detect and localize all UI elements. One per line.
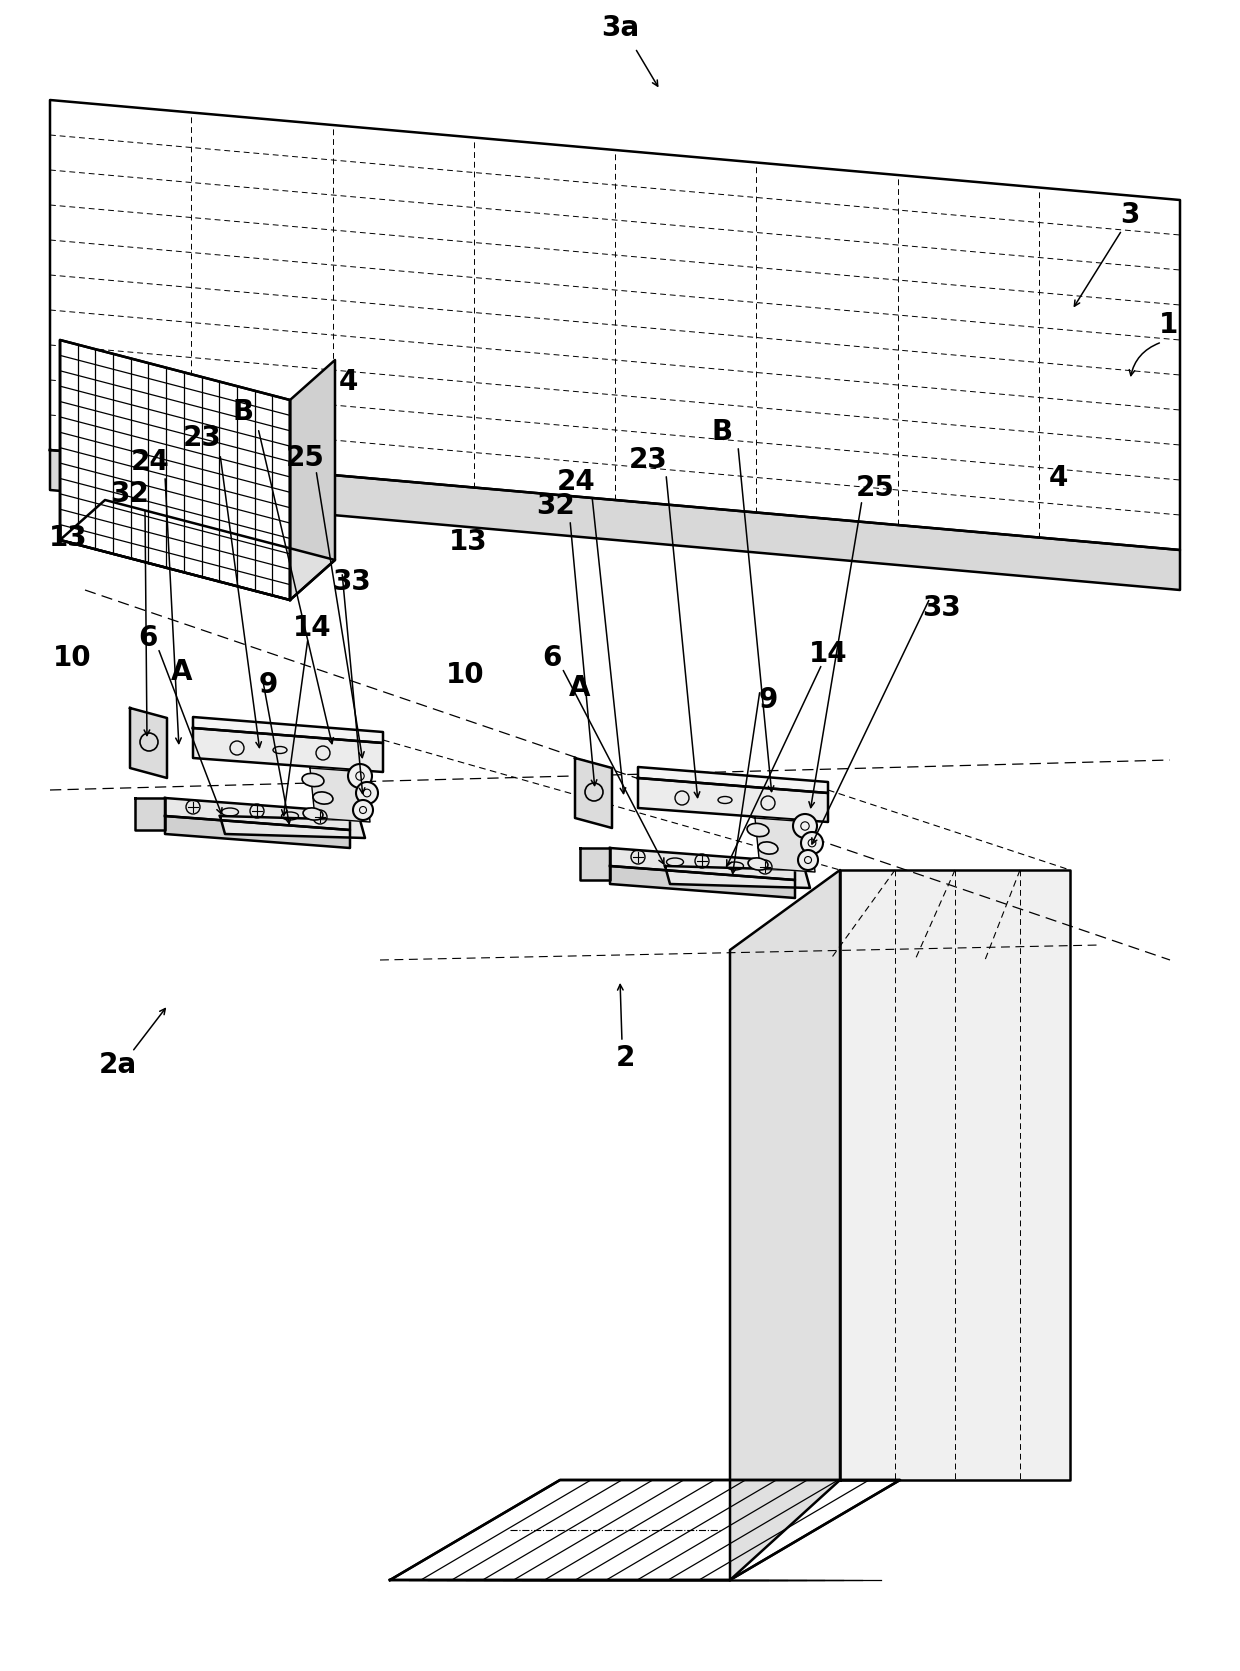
Text: 14: 14 <box>808 640 847 668</box>
Polygon shape <box>391 1481 900 1581</box>
Polygon shape <box>575 759 613 829</box>
Polygon shape <box>839 871 1070 1481</box>
Text: 33: 33 <box>923 593 961 622</box>
Text: 23: 23 <box>182 424 222 451</box>
Circle shape <box>356 782 378 804</box>
Text: 2: 2 <box>615 1044 635 1073</box>
Ellipse shape <box>748 857 768 871</box>
Polygon shape <box>135 799 165 830</box>
Polygon shape <box>219 815 365 837</box>
Text: 3a: 3a <box>601 13 639 42</box>
Ellipse shape <box>746 824 769 837</box>
Polygon shape <box>165 815 350 847</box>
Ellipse shape <box>303 807 322 820</box>
Text: 10: 10 <box>52 643 92 672</box>
Text: 32: 32 <box>537 491 575 520</box>
Polygon shape <box>665 866 810 887</box>
Text: B: B <box>712 418 733 446</box>
Polygon shape <box>193 717 383 744</box>
Circle shape <box>348 764 372 789</box>
Circle shape <box>799 851 818 871</box>
Ellipse shape <box>312 792 332 804</box>
Polygon shape <box>639 779 828 822</box>
Polygon shape <box>730 871 839 1581</box>
Text: A: A <box>569 673 590 702</box>
Polygon shape <box>580 847 610 881</box>
Ellipse shape <box>758 842 777 854</box>
Polygon shape <box>193 729 383 772</box>
Text: 6: 6 <box>139 623 157 652</box>
Polygon shape <box>755 819 815 872</box>
Text: 1: 1 <box>1158 311 1178 339</box>
Text: 10: 10 <box>445 662 485 688</box>
Polygon shape <box>610 866 795 897</box>
Text: 3: 3 <box>1120 201 1140 229</box>
Text: 4: 4 <box>339 368 357 396</box>
Polygon shape <box>50 100 1180 550</box>
Text: 9: 9 <box>759 687 777 714</box>
Polygon shape <box>165 799 350 830</box>
Polygon shape <box>290 359 335 600</box>
Text: 14: 14 <box>293 613 331 642</box>
Text: 13: 13 <box>449 528 487 556</box>
Text: 13: 13 <box>48 525 87 551</box>
Text: 4: 4 <box>1048 465 1068 491</box>
Text: 33: 33 <box>332 568 371 597</box>
Text: 9: 9 <box>258 672 278 698</box>
Polygon shape <box>310 769 370 822</box>
Polygon shape <box>639 767 828 794</box>
Text: 24: 24 <box>557 468 595 496</box>
Circle shape <box>794 814 817 837</box>
Polygon shape <box>60 500 335 600</box>
Text: 6: 6 <box>542 643 562 672</box>
Text: 32: 32 <box>110 480 149 508</box>
Polygon shape <box>130 709 167 779</box>
Ellipse shape <box>303 774 324 787</box>
Text: 23: 23 <box>629 446 667 475</box>
Circle shape <box>353 800 373 820</box>
Polygon shape <box>60 339 290 600</box>
Text: A: A <box>171 658 192 687</box>
Text: B: B <box>232 398 253 426</box>
Text: 2a: 2a <box>99 1051 138 1079</box>
Text: 25: 25 <box>856 475 894 501</box>
Polygon shape <box>610 847 795 881</box>
Text: 25: 25 <box>285 444 325 471</box>
Circle shape <box>801 832 823 854</box>
Text: 24: 24 <box>130 448 170 476</box>
Polygon shape <box>50 449 1180 590</box>
